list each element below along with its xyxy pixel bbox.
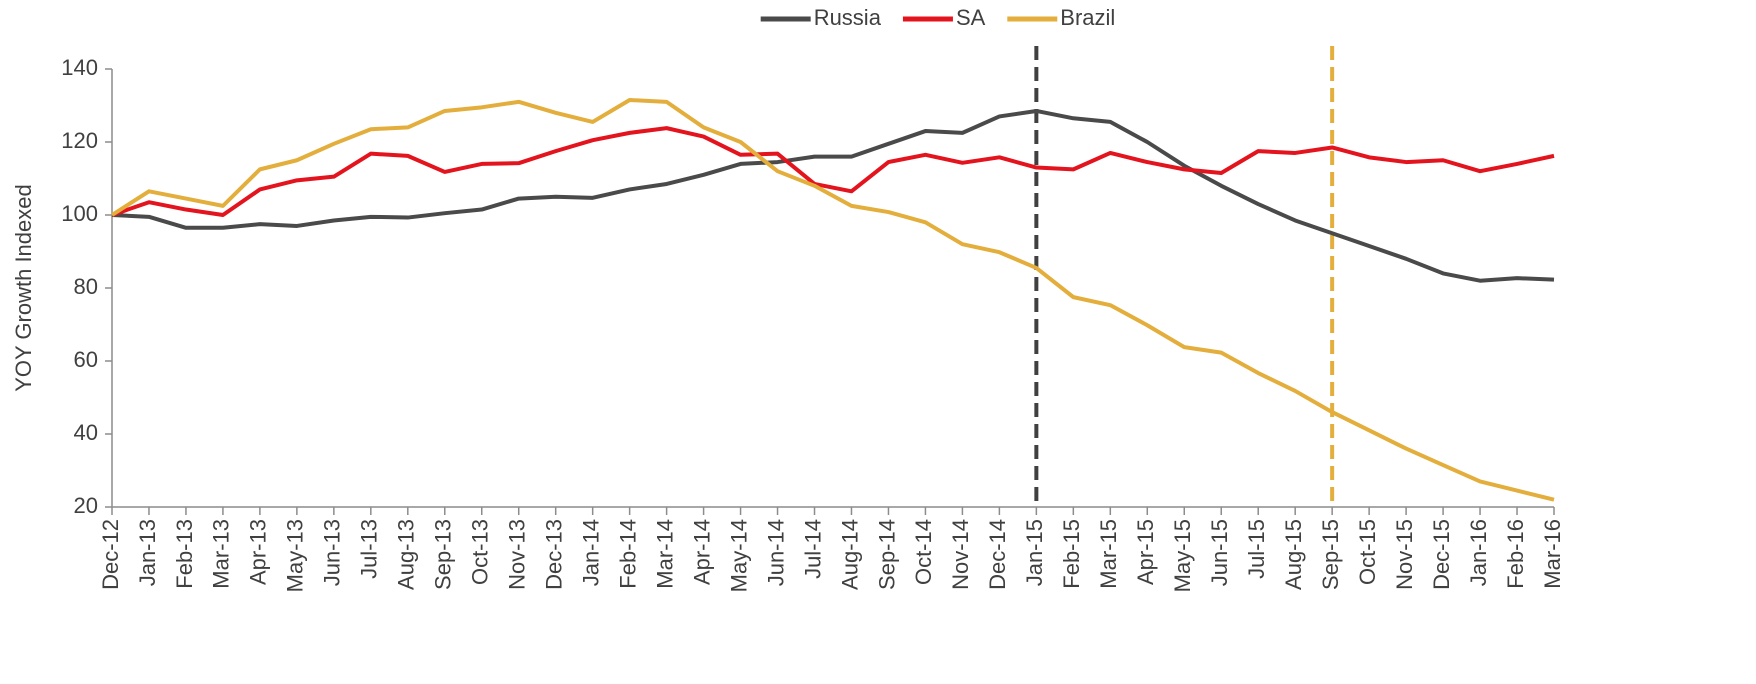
- y-tick-label: 140: [61, 55, 98, 80]
- x-tick-label: Sep-13: [431, 519, 456, 590]
- x-tick-label: May-13: [283, 519, 308, 592]
- x-tick-label: Jun-14: [763, 519, 788, 586]
- x-tick-label: May-14: [726, 519, 751, 592]
- x-tick-label: Jun-13: [320, 519, 345, 586]
- x-tick-label: Dec-13: [542, 519, 567, 590]
- x-tick-label: Oct-14: [911, 519, 936, 585]
- y-tick-label: 120: [61, 128, 98, 153]
- x-tick-label: Oct-15: [1355, 519, 1380, 585]
- x-tick-label: Jun-15: [1207, 519, 1232, 586]
- x-tick-label: May-15: [1170, 519, 1195, 592]
- x-tick-label: Apr-14: [689, 519, 714, 585]
- x-tick-label: Jan-14: [578, 519, 603, 586]
- x-tick-label: Jan-15: [1022, 519, 1047, 586]
- legend-label: Russia: [814, 5, 882, 30]
- series-line: [111, 126, 1555, 217]
- x-tick-label: Mar-14: [652, 519, 677, 589]
- x-tick-label: Sep-15: [1318, 519, 1343, 590]
- series-line: [111, 108, 1555, 283]
- x-tick-label: Sep-14: [874, 519, 899, 590]
- x-tick-label: Aug-14: [837, 519, 862, 590]
- x-tick-label: Dec-14: [985, 519, 1010, 590]
- legend-label: Brazil: [1060, 5, 1115, 30]
- x-tick-label: Aug-13: [394, 519, 419, 590]
- y-tick-label: 100: [61, 201, 98, 226]
- x-tick-label: Mar-15: [1096, 519, 1121, 589]
- y-tick-label: 60: [74, 347, 98, 372]
- x-tick-label: Jul-13: [357, 519, 382, 579]
- x-tick-label: Feb-14: [615, 519, 640, 589]
- legend-label: SA: [956, 5, 986, 30]
- x-tick-label: Nov-15: [1392, 519, 1417, 590]
- x-tick-label: Dec-12: [98, 519, 123, 590]
- x-tick-label: Dec-15: [1429, 519, 1454, 590]
- x-tick-label: Aug-15: [1281, 519, 1306, 590]
- x-tick-label: Feb-16: [1503, 519, 1528, 589]
- y-tick-label: 80: [74, 274, 98, 299]
- x-tick-label: Mar-13: [209, 519, 234, 589]
- x-tick-label: Jan-16: [1466, 519, 1491, 586]
- y-tick-label: 20: [74, 493, 98, 518]
- x-tick-label: Jul-14: [800, 519, 825, 579]
- x-tick-label: Feb-13: [172, 519, 197, 589]
- x-tick-label: Mar-16: [1540, 519, 1565, 589]
- x-tick-label: Apr-13: [246, 519, 271, 585]
- x-tick-label: Oct-13: [468, 519, 493, 585]
- x-tick-label: Jul-15: [1244, 519, 1269, 579]
- x-tick-label: Feb-15: [1059, 519, 1084, 589]
- x-tick-label: Jan-13: [135, 519, 160, 586]
- series-line: [110, 98, 1555, 502]
- y-tick-label: 40: [74, 420, 98, 445]
- x-tick-label: Nov-14: [948, 519, 973, 590]
- x-tick-label: Apr-15: [1133, 519, 1158, 585]
- x-tick-label: Nov-13: [505, 519, 530, 590]
- y-axis-label: YOY Growth Indexed: [11, 184, 36, 392]
